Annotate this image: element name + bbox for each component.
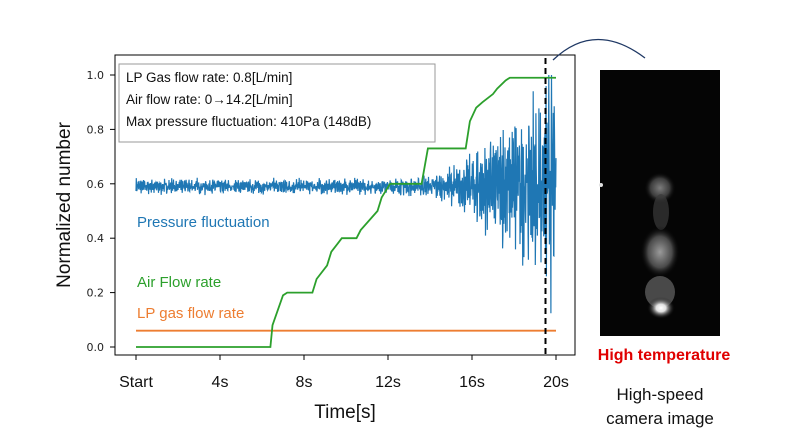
info-line-2: Air flow rate: 0→14.2[L/min]: [126, 92, 293, 107]
flame-neck: [653, 194, 669, 230]
x-tick-label: Start: [119, 374, 153, 391]
bright-dot: [599, 183, 603, 187]
y-tick-label: 0.0: [87, 341, 105, 354]
camera-caption-line-1: High-speed: [617, 385, 704, 404]
y-tick-label: 0.2: [87, 287, 105, 300]
plot-frame: [114, 54, 576, 356]
camera-caption-line-2: camera image: [606, 409, 714, 428]
y-axis-title: Normalized number: [54, 121, 75, 287]
x-tick-label: 12s: [375, 374, 401, 391]
air-flow-rate-line: [136, 76, 556, 348]
x-tick-label: 16s: [459, 374, 485, 391]
lp-gas-flow-rate-label: LP gas flow rate: [137, 305, 244, 322]
info-line-3: Max pressure fluctuation: 410Pa (148dB): [126, 114, 371, 129]
flame-hot-spot: [647, 297, 675, 319]
x-tick-label: 4s: [212, 374, 229, 391]
flame-upper: [644, 172, 676, 204]
info-box-frame: [118, 63, 436, 143]
x-tick-label: 8s: [296, 374, 313, 391]
y-tick-label: 0.8: [87, 123, 105, 136]
y-tick-label: 0.6: [87, 178, 105, 191]
y-axis-ticks: 0.0 0.2 0.4 0.6 0.8 1.0: [87, 69, 115, 354]
series-layer: [135, 58, 557, 356]
flame-middle: [640, 226, 680, 278]
connector-arc: [552, 38, 646, 61]
air-flow-rate-label: Air Flow rate: [137, 274, 221, 291]
y-tick-label: 0.4: [87, 232, 105, 245]
high-temperature-label: High temperature: [598, 347, 731, 364]
info-box: LP Gas flow rate: 0.8[L/min] Air flow ra…: [118, 63, 436, 143]
x-axis-title: Time[s]: [314, 402, 376, 423]
x-axis-ticks: Start 4s 8s 12s 16s 20s: [119, 355, 569, 391]
high-speed-camera-image: [599, 70, 720, 336]
x-tick-label: 20s: [543, 374, 569, 391]
pressure-fluctuation-line: [135, 74, 557, 314]
info-line-1: LP Gas flow rate: 0.8[L/min]: [126, 70, 292, 85]
pressure-fluctuation-label: Pressure fluctuation: [137, 214, 270, 231]
y-tick-label: 1.0: [87, 69, 105, 82]
